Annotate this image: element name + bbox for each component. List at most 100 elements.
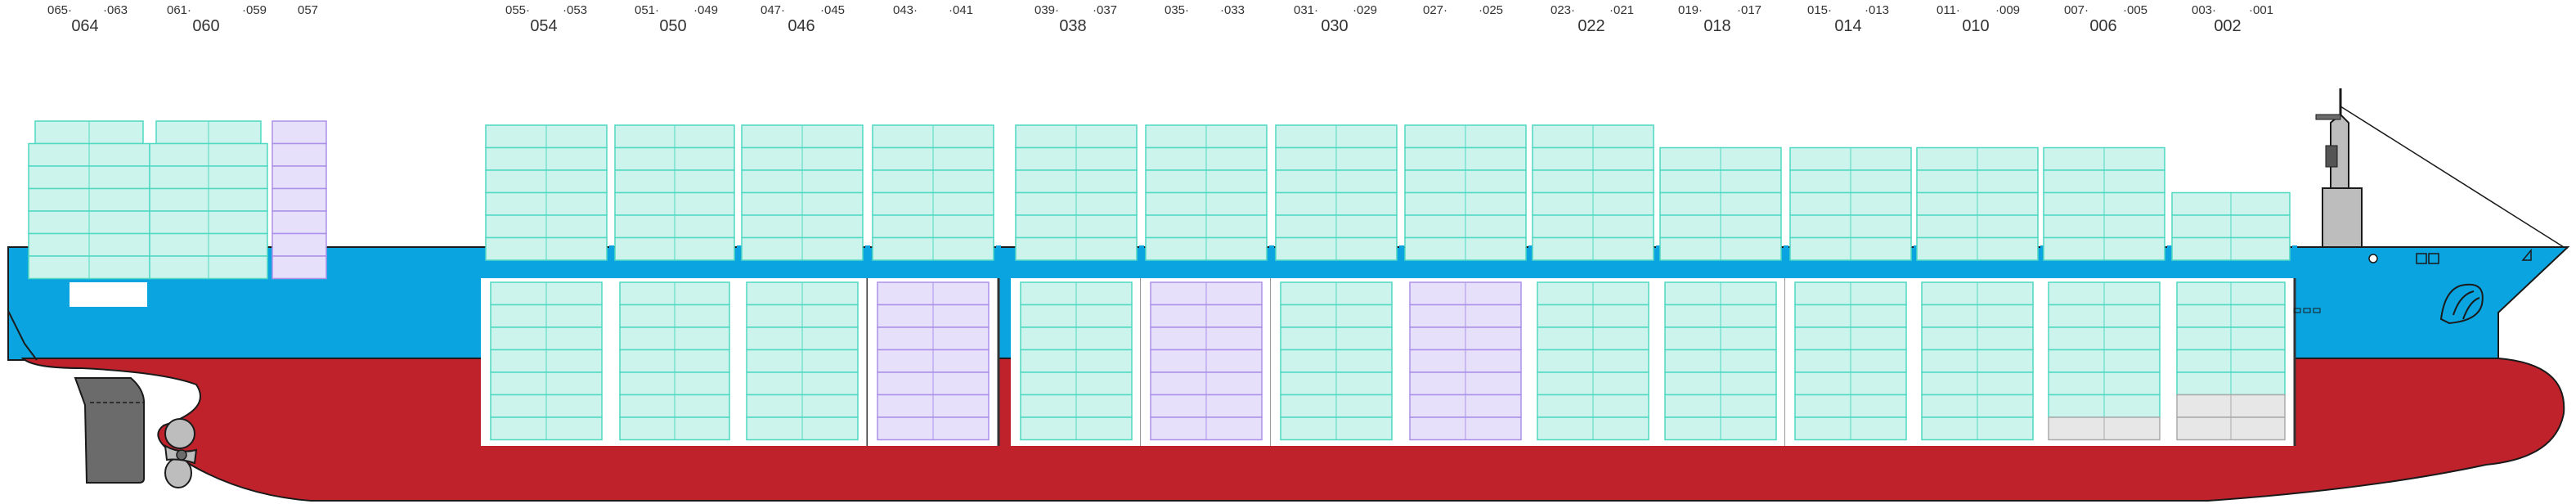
bay-label-odd-fwd: 035· [1165, 3, 1189, 17]
bay-label-odd-fwd: 043· [893, 3, 918, 17]
bay-labels: 065· ·063 064 061· ·059 060 057 055· ·053 054 051·… [47, 3, 2273, 35]
lashing-post [1656, 245, 1661, 263]
bay-038 [1015, 124, 1138, 441]
bay-label-odd-aft: ·045 [820, 3, 845, 17]
hatch-cover [737, 263, 868, 275]
hatch-cover [1655, 263, 1786, 275]
bay-label-odd-aft: ·053 [563, 3, 587, 17]
bay-label-forty: 050 [659, 17, 686, 35]
lashing-post [1914, 245, 1919, 263]
reefer-container [272, 232, 327, 257]
lashing-post [737, 245, 742, 263]
reefer-container [272, 120, 327, 145]
reefer-container [272, 255, 327, 280]
bay-label-odd-fwd: 051· [635, 3, 659, 17]
lashing-post [1399, 245, 1404, 263]
bay-label-odd-fwd: 065· [47, 3, 72, 17]
bay-label-odd-aft: ·033 [1220, 3, 1245, 17]
stern-curve [7, 310, 38, 361]
bay-label-odd-aft: ·021 [1609, 3, 1634, 17]
lashing-post [865, 245, 870, 263]
bay-014 [1789, 146, 1912, 441]
lashing-post [1784, 245, 1788, 263]
bay-057 [272, 120, 327, 280]
bay-010 [1916, 146, 2039, 441]
reefer-container [272, 187, 327, 212]
bay-label-odd-fwd: 055· [505, 3, 530, 17]
bay-label-odd-fwd: 019· [1678, 3, 1703, 17]
bay-label-single: 057 [298, 3, 318, 17]
bay-060 [149, 120, 268, 280]
reefer-container [272, 210, 327, 235]
bay-050 [614, 124, 735, 441]
bay-label-odd-aft: ·063 [103, 3, 128, 17]
lashing-post [2167, 245, 2172, 263]
hatch-cover [2167, 263, 2295, 275]
bay-label-forty: 010 [1962, 17, 1989, 35]
mast-icon [2339, 88, 2565, 248]
container-stacks [28, 120, 2291, 441]
hatch-cover [1011, 263, 1142, 275]
bay-label-odd-fwd: 027· [1423, 3, 1447, 17]
bay-label-forty: 006 [2089, 17, 2116, 35]
bridge-icon [2315, 113, 2363, 248]
bay-label-odd-aft: ·025 [1479, 3, 1503, 17]
bay-label-odd-aft: ·001 [2249, 3, 2273, 17]
bay-046 [741, 124, 864, 441]
bay-label-forty: 002 [2214, 17, 2241, 35]
bay-label-odd-fwd: 039· [1034, 3, 1059, 17]
hatch-cover [481, 263, 612, 275]
bay-label-forty: 064 [71, 17, 98, 35]
bay-label-forty: 046 [788, 17, 815, 35]
bulbous-bow-icon [2439, 283, 2484, 325]
lashing-post [1269, 245, 1274, 263]
bay-label-odd-aft: ·013 [1865, 3, 1889, 17]
lashing-post [2292, 245, 2297, 263]
propeller-icon [164, 418, 198, 488]
bay-label-forty: 030 [1321, 17, 1348, 35]
lashing-post [1139, 245, 1144, 263]
hatch-cover [1528, 263, 1658, 275]
bay-label-odd-fwd: 011· [1936, 3, 1960, 17]
bay-042 [872, 124, 994, 441]
bow-details [2293, 248, 2532, 325]
hatch-cover [1785, 263, 1916, 275]
bay-018 [1659, 146, 1782, 441]
bay-label-odd-fwd: 047· [761, 3, 785, 17]
hatch-cover [868, 263, 999, 275]
bay-026 [1404, 124, 1527, 441]
hatch-cover [1912, 263, 2043, 275]
bay-label-odd-aft: ·017 [1737, 3, 1761, 17]
lashing-post [996, 245, 1001, 263]
bay-label-odd-aft: ·059 [242, 3, 267, 17]
hatch-cover [1400, 263, 1531, 275]
bay-label-odd-aft: ·041 [949, 3, 973, 17]
lashing-post [2040, 245, 2045, 263]
hatch-cover [1141, 263, 1272, 275]
bay-064 [28, 120, 150, 280]
hatch-covers [481, 245, 2297, 275]
anchor-icon [2521, 248, 2532, 261]
bay-label-odd-aft: ·029 [1353, 3, 1377, 17]
hatch-cover [610, 263, 739, 275]
bay-034 [1145, 124, 1268, 441]
bay-006 [2043, 146, 2165, 441]
lashing-post [1528, 245, 1533, 263]
bay-label-forty: 038 [1059, 17, 1086, 35]
bay-label-odd-aft: ·005 [2123, 3, 2147, 17]
bay-054 [485, 124, 608, 441]
bay-030 [1275, 124, 1398, 441]
bay-label-odd-aft: ·037 [1093, 3, 1117, 17]
bay-label-forty: 060 [192, 17, 219, 35]
bay-label-forty: 018 [1703, 17, 1730, 35]
bay-002 [2171, 191, 2291, 441]
bay-label-forty: 054 [530, 17, 557, 35]
stern-notch [70, 282, 147, 307]
rudder-icon [74, 377, 145, 484]
bay-label-odd-aft: ·049 [693, 3, 718, 17]
bay-label-odd-fwd: 003· [2192, 3, 2216, 17]
bay-label-odd-fwd: 061· [167, 3, 191, 17]
bay-label-odd-fwd: 023· [1551, 3, 1575, 17]
hatch-cover [2039, 263, 2170, 275]
